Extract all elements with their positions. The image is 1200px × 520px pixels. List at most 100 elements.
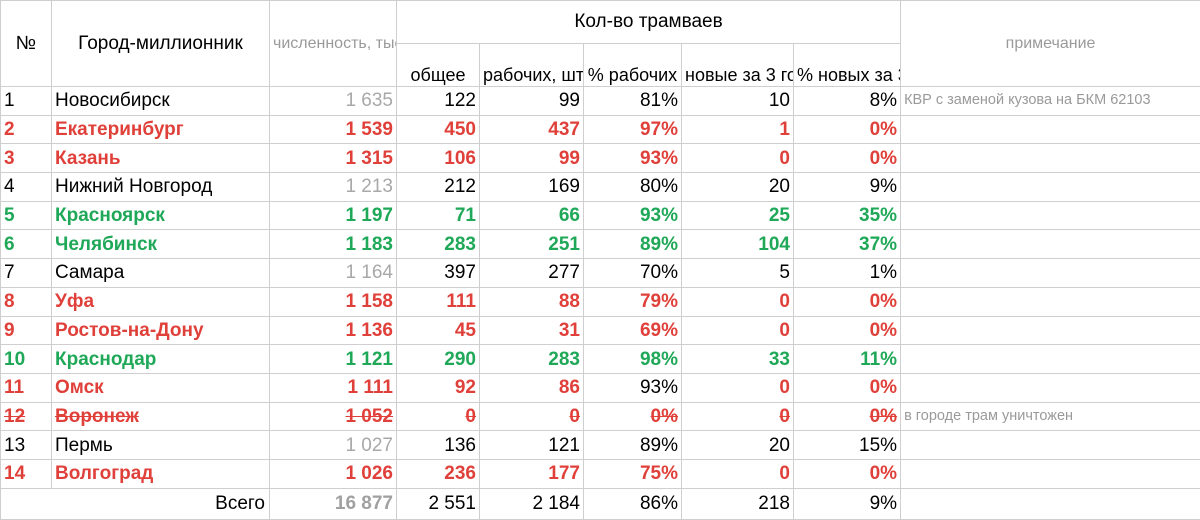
- cell-pct-working[interactable]: 75%: [583, 458, 682, 489]
- totals-new3[interactable]: 218: [681, 487, 794, 520]
- cell-total[interactable]: 136: [396, 430, 480, 460]
- cell-note[interactable]: в городе трам уничтожен: [900, 401, 1200, 432]
- cell-total[interactable]: 236: [396, 458, 480, 489]
- cell-working[interactable]: 99: [479, 143, 584, 174]
- cell-population[interactable]: 1 026: [269, 458, 397, 489]
- cell-note[interactable]: [900, 143, 1200, 174]
- cell-pct-working[interactable]: 93%: [583, 200, 682, 231]
- cell-pct-new3[interactable]: 9%: [792, 172, 902, 202]
- cell-note[interactable]: [900, 344, 1200, 374]
- cell-new3[interactable]: 10: [681, 86, 794, 116]
- cell-city[interactable]: Омск: [51, 372, 270, 403]
- cell-total[interactable]: 283: [396, 229, 480, 260]
- cell-note[interactable]: КВР с заменой кузова на БКМ 62103: [900, 86, 1200, 116]
- cell-pct-working[interactable]: 93%: [583, 372, 682, 403]
- header-new3[interactable]: новые за 3 года, шт: [681, 43, 794, 87]
- cell-working[interactable]: 66: [479, 200, 584, 231]
- header-working[interactable]: рабочих, шт: [479, 43, 584, 87]
- cell-new3[interactable]: 20: [681, 172, 794, 202]
- cell-working[interactable]: 88: [479, 286, 584, 317]
- cell-num[interactable]: 8: [0, 286, 52, 317]
- cell-total[interactable]: 71: [396, 200, 480, 231]
- cell-total[interactable]: 106: [396, 143, 480, 174]
- header-pct-working[interactable]: % рабочих: [583, 43, 682, 87]
- cell-num[interactable]: 12: [0, 401, 52, 432]
- cell-city[interactable]: Волгоград: [51, 458, 270, 489]
- cell-pct-working[interactable]: 98%: [583, 344, 682, 374]
- cell-working[interactable]: 121: [479, 430, 584, 460]
- cell-note[interactable]: [900, 458, 1200, 489]
- cell-population[interactable]: 1 197: [269, 200, 397, 231]
- cell-new3[interactable]: 20: [681, 430, 794, 460]
- cell-city[interactable]: Новосибирск: [51, 86, 270, 116]
- totals-pct-working[interactable]: 86%: [583, 487, 682, 520]
- cell-pct-new3[interactable]: 1%: [792, 258, 902, 288]
- cell-working[interactable]: 177: [479, 458, 584, 489]
- cell-pct-working[interactable]: 81%: [583, 86, 682, 116]
- cell-new3[interactable]: 104: [681, 229, 794, 260]
- totals-note[interactable]: [900, 487, 1200, 520]
- cell-pct-new3[interactable]: 11%: [792, 344, 902, 374]
- cell-pct-working[interactable]: 70%: [583, 258, 682, 288]
- totals-pct-new3[interactable]: 9%: [792, 487, 902, 520]
- cell-pct-working[interactable]: 97%: [583, 114, 682, 145]
- cell-population[interactable]: 1 213: [269, 172, 397, 202]
- cell-note[interactable]: [900, 430, 1200, 460]
- cell-city[interactable]: Казань: [51, 143, 270, 174]
- cell-population[interactable]: 1 052: [269, 401, 397, 432]
- cell-note[interactable]: [900, 258, 1200, 288]
- cell-city[interactable]: Ростов-на-Дону: [51, 315, 270, 346]
- cell-working[interactable]: 277: [479, 258, 584, 288]
- cell-pct-working[interactable]: 93%: [583, 143, 682, 174]
- cell-population[interactable]: 1 315: [269, 143, 397, 174]
- cell-num[interactable]: 5: [0, 200, 52, 231]
- totals-working[interactable]: 2 184: [479, 487, 584, 520]
- cell-num[interactable]: 14: [0, 458, 52, 489]
- cell-new3[interactable]: 0: [681, 143, 794, 174]
- cell-total[interactable]: 92: [396, 372, 480, 403]
- cell-city[interactable]: Краснодар: [51, 344, 270, 374]
- cell-num[interactable]: 2: [0, 114, 52, 145]
- cell-num[interactable]: 11: [0, 372, 52, 403]
- cell-total[interactable]: 0: [396, 401, 480, 432]
- cell-city[interactable]: Нижний Новгород: [51, 172, 270, 202]
- cell-working[interactable]: 31: [479, 315, 584, 346]
- cell-pct-working[interactable]: 89%: [583, 229, 682, 260]
- cell-population[interactable]: 1 121: [269, 344, 397, 374]
- cell-note[interactable]: [900, 200, 1200, 231]
- cell-pct-new3[interactable]: 0%: [792, 372, 902, 403]
- cell-new3[interactable]: 33: [681, 344, 794, 374]
- header-trams-group[interactable]: Кол-во трамваев: [395, 0, 902, 44]
- header-pct-new3[interactable]: % новых за 3 года: [792, 43, 902, 87]
- cell-pct-working[interactable]: 80%: [583, 172, 682, 202]
- cell-new3[interactable]: 0: [681, 315, 794, 346]
- cell-city[interactable]: Екатеринбург: [51, 114, 270, 145]
- cell-working[interactable]: 86: [479, 372, 584, 403]
- cell-total[interactable]: 450: [396, 114, 480, 145]
- cell-working[interactable]: 283: [479, 344, 584, 374]
- cell-total[interactable]: 122: [396, 86, 480, 116]
- totals-population[interactable]: 16 877: [269, 487, 397, 520]
- cell-new3[interactable]: 0: [681, 286, 794, 317]
- cell-total[interactable]: 45: [396, 315, 480, 346]
- cell-new3[interactable]: 0: [681, 401, 794, 432]
- cell-total[interactable]: 290: [396, 344, 480, 374]
- cell-total[interactable]: 111: [396, 286, 480, 317]
- cell-population[interactable]: 1 164: [269, 258, 397, 288]
- cell-population[interactable]: 1 111: [269, 372, 397, 403]
- cell-population[interactable]: 1 158: [269, 286, 397, 317]
- cell-total[interactable]: 397: [396, 258, 480, 288]
- cell-working[interactable]: 0: [479, 401, 584, 432]
- cell-num[interactable]: 1: [0, 86, 52, 116]
- cell-pct-new3[interactable]: 0%: [792, 143, 902, 174]
- cell-population[interactable]: 1 183: [269, 229, 397, 260]
- header-total[interactable]: общее: [396, 43, 480, 87]
- cell-population[interactable]: 1 027: [269, 430, 397, 460]
- cell-total[interactable]: 212: [396, 172, 480, 202]
- cell-num[interactable]: 9: [0, 315, 52, 346]
- cell-city[interactable]: Воронеж: [51, 401, 270, 432]
- cell-city[interactable]: Уфа: [51, 286, 270, 317]
- cell-note[interactable]: [900, 114, 1200, 145]
- cell-pct-working[interactable]: 69%: [583, 315, 682, 346]
- header-num[interactable]: №: [0, 0, 52, 87]
